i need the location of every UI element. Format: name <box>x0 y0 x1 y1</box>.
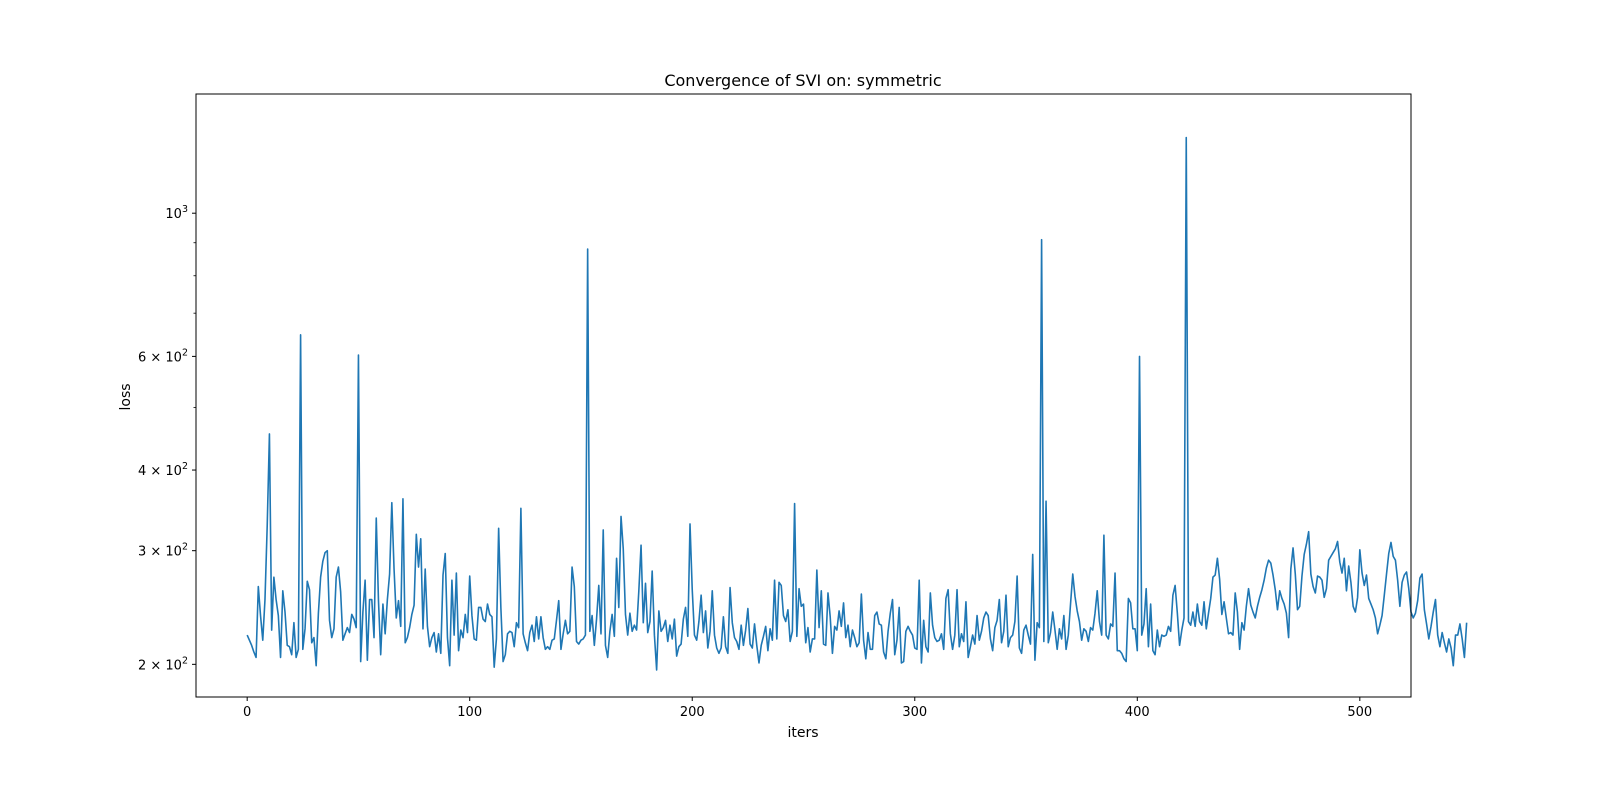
x-axis-title: iters <box>787 725 818 741</box>
chart-title: Convergence of SVI on: symmetric <box>664 71 941 90</box>
y-axis-title: loss <box>118 383 134 410</box>
x-tick-label: 200 <box>680 705 705 720</box>
y-tick-label: 2 × 102 <box>138 655 188 673</box>
x-tick-label: 300 <box>902 705 927 720</box>
y-tick-label: 4 × 102 <box>138 461 188 479</box>
x-tick-label: 500 <box>1347 705 1372 720</box>
x-tick-label: 0 <box>243 705 251 720</box>
axes-frame <box>195 93 1412 698</box>
series-line-0 <box>246 136 1468 671</box>
x-tick-label: 400 <box>1125 705 1150 720</box>
plot-area: 0 100 200 300 400 500 2 × 102 3 × 102 4 × 102 6 ×… <box>138 93 1468 720</box>
y-tick-label: 103 <box>165 204 188 222</box>
y-tick-label: 6 × 102 <box>138 347 188 365</box>
y-tick-label: 3 × 102 <box>138 542 188 560</box>
x-tick-label: 100 <box>457 705 482 720</box>
